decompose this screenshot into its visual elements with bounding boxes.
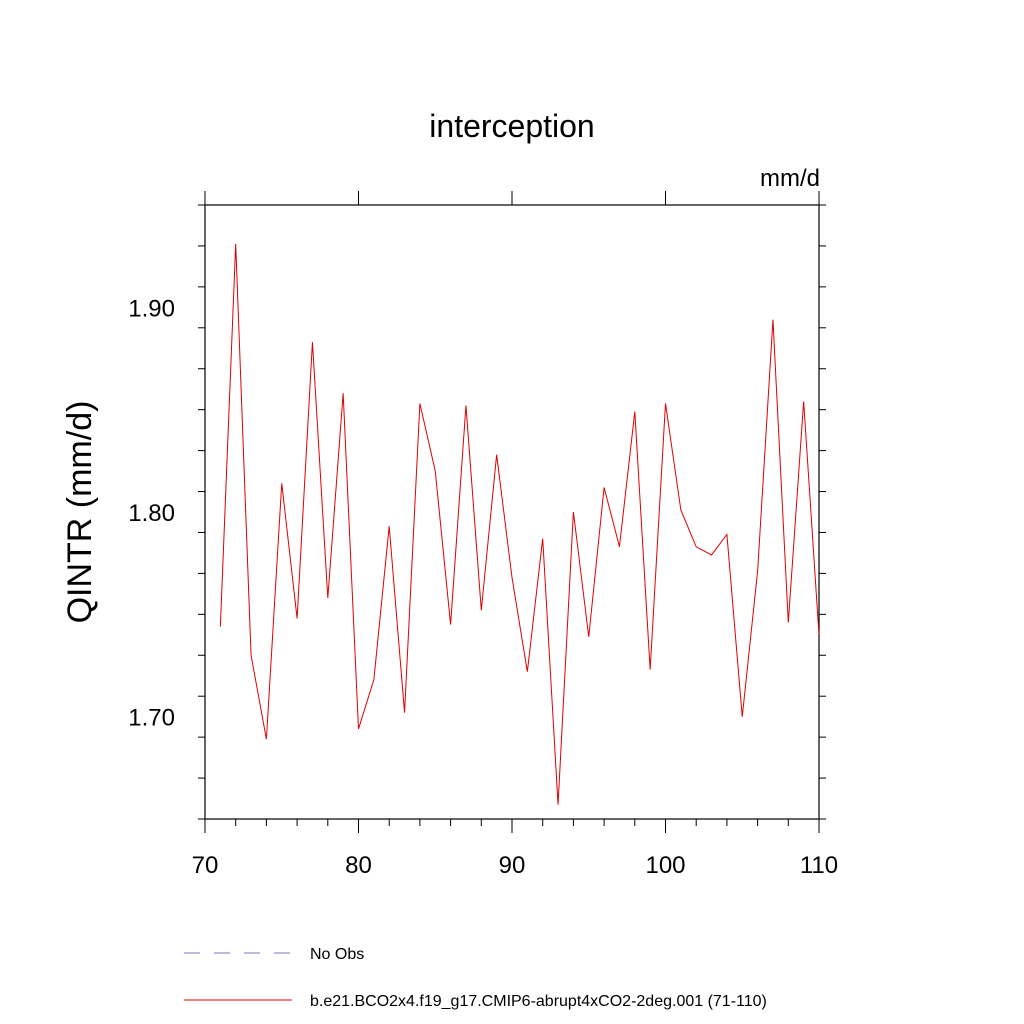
y-axis-label: QINTR (mm/d) (61, 401, 99, 624)
legend: No Obs b.e21.BCO2x4.f19_g17.CMIP6-abrupt4… (184, 946, 767, 1010)
y-tick-label: 1.80 (128, 500, 175, 527)
y-tick-label: 1.90 (128, 295, 175, 322)
plot-frame (204, 204, 820, 820)
chart-title: interception (429, 108, 594, 144)
series-line (219, 243, 820, 805)
legend-label: b.e21.BCO2x4.f19_g17.CMIP6-abrupt4xCO2-2… (310, 993, 767, 1010)
series-layer (219, 243, 820, 805)
x-tick-label: 70 (192, 852, 219, 879)
x-tick-label: 110 (800, 852, 838, 879)
tick-labels: 70 80 90 100 110 1.70 1.80 1.90 (128, 295, 838, 879)
x-tick-label: 100 (645, 852, 685, 879)
legend-label: No Obs (310, 946, 364, 963)
units-label: mm/d (760, 165, 820, 192)
x-tick-label: 80 (345, 852, 372, 879)
x-tick-label: 90 (499, 852, 526, 879)
axis-ticks (198, 191, 826, 833)
y-tick-label: 1.70 (128, 705, 175, 732)
